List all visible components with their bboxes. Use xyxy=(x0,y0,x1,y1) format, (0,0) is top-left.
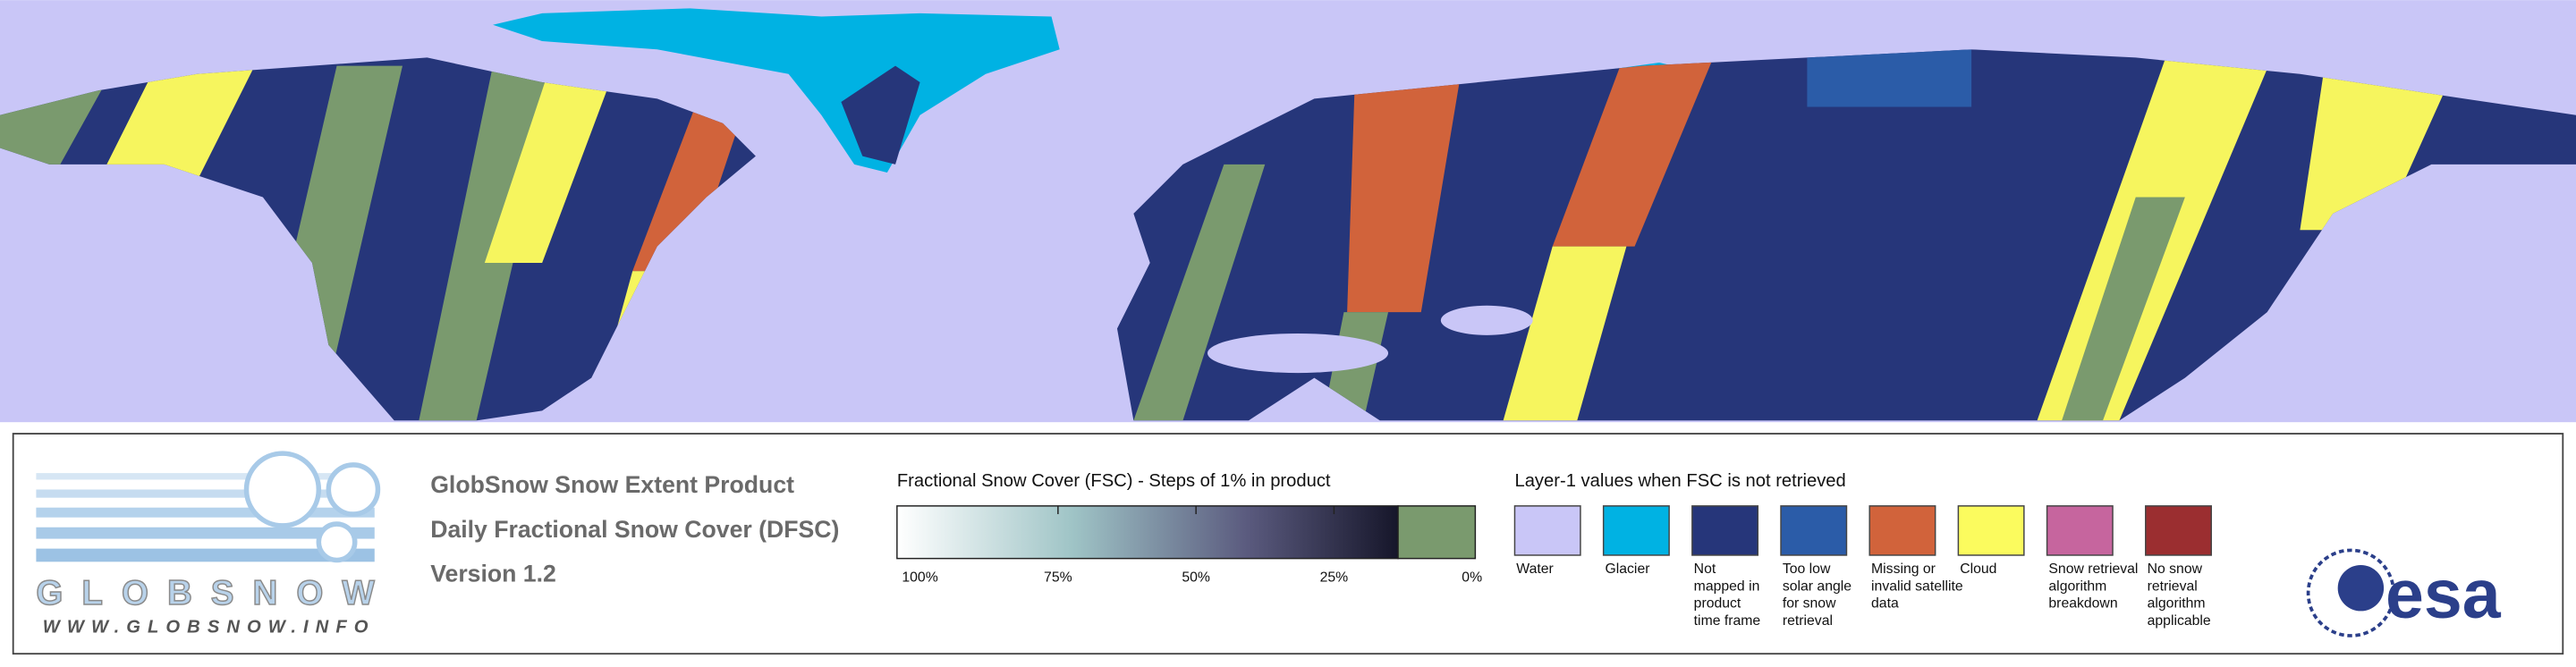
legend-label: breakdown xyxy=(2048,596,2117,612)
legend-label: solar angle xyxy=(1783,578,1852,594)
legend-swatch xyxy=(1868,505,1936,556)
legend-label: product xyxy=(1694,596,1741,612)
swath xyxy=(1347,65,1462,313)
legend-label: data xyxy=(1871,596,1899,612)
greenland-unmapped xyxy=(841,65,920,165)
legend-label: algorithm xyxy=(2148,596,2206,612)
snowflake xyxy=(243,451,322,528)
legend-swatch xyxy=(1780,505,1848,556)
esa-emblem-core xyxy=(2337,564,2385,612)
fsc-tick-label: 75% xyxy=(1044,570,1072,585)
logo-stripe xyxy=(36,507,375,518)
legend-swatch xyxy=(2046,505,2114,556)
legend-label: Not xyxy=(1694,561,1716,577)
fsc-tick-label: 50% xyxy=(1182,570,1210,585)
legend-label: algorithm xyxy=(2048,578,2106,594)
legend-label: Missing or xyxy=(1871,561,1936,577)
swath xyxy=(484,65,616,264)
legend-label: retrieval xyxy=(1783,613,1833,629)
swath xyxy=(98,65,255,182)
swath xyxy=(2062,197,2185,421)
legend-label: Too low xyxy=(1783,561,1831,577)
esa-name: esa xyxy=(2385,556,2502,633)
legend-label: Water xyxy=(1516,561,1554,577)
legend-label: Cloud xyxy=(1960,561,1996,577)
legend-label: Snow retrieval xyxy=(2048,561,2138,577)
swath xyxy=(0,65,115,214)
legend-label: invalid satellite xyxy=(1871,578,1963,594)
fsc-tick-label: 100% xyxy=(902,570,937,585)
legend-label: No snow xyxy=(2148,561,2203,577)
land xyxy=(0,49,2576,421)
fsc-ticks: 100% 75% 50% 25% 0% xyxy=(902,505,1482,585)
layer-title: Layer-1 values when FSC is not retrieved xyxy=(1514,471,1845,491)
swath xyxy=(1503,246,1627,421)
swath xyxy=(632,98,748,272)
logo-stripe xyxy=(36,548,375,562)
swath xyxy=(2300,65,2456,231)
legend-label: mapped in xyxy=(1694,578,1760,594)
legend-label: applicable xyxy=(2148,613,2211,629)
legend-swatch xyxy=(1513,505,1581,556)
greenland xyxy=(493,8,1060,173)
legend-label: Glacier xyxy=(1605,561,1649,577)
legend-swatch xyxy=(1691,505,1759,556)
fsc-title: Fractional Snow Cover (FSC) - Steps of 1… xyxy=(897,471,1331,491)
legend-swatch xyxy=(2145,505,2212,556)
swath xyxy=(1133,164,1266,421)
snowflake xyxy=(326,462,381,517)
black-sea xyxy=(1440,305,1533,335)
legend-swatch xyxy=(1957,505,2025,556)
product-subtitle: Daily Fractional Snow Cover (DFSC) xyxy=(430,516,839,543)
product-version: Version 1.2 xyxy=(430,560,556,587)
legend-label: time frame xyxy=(1694,613,1761,629)
low-sun-area xyxy=(1807,49,1972,107)
product-title: GlobSnow Snow Extent Product xyxy=(430,471,794,498)
swath xyxy=(1552,49,1717,247)
logo-stripe xyxy=(36,473,375,480)
fsc-zero-swatch xyxy=(1397,505,1477,560)
logo-stripe xyxy=(36,489,375,498)
legend-swatch xyxy=(1602,505,1670,556)
logo-stripe xyxy=(36,527,375,539)
legend-label: retrieval xyxy=(2148,578,2198,594)
legend-label: for snow xyxy=(1783,596,1836,612)
esa-logo: esa xyxy=(2306,548,2502,637)
mediterranean xyxy=(1208,334,1389,374)
snowflake xyxy=(316,521,358,563)
fsc-tick-label: 0% xyxy=(1462,570,1482,585)
fsc-tick-label: 25% xyxy=(1320,570,1349,585)
fsc-gradient xyxy=(896,505,1399,560)
